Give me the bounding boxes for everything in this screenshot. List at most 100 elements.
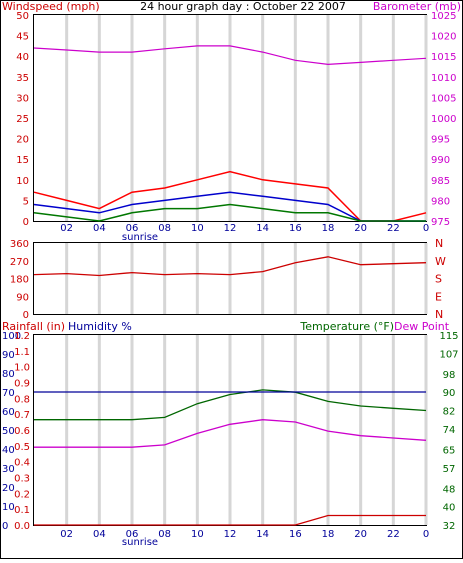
x-tick-label: 10 [191,529,204,540]
wind-grid [65,15,428,221]
temp-tick-label: 90 [443,388,456,399]
x-tick-label: 16 [289,529,302,540]
compass-tick-label: S [435,273,442,286]
direction-grid [65,243,428,314]
windspeed-label: Windspeed (mph) [2,0,100,13]
direction-series [33,256,427,277]
temp-grid [65,335,428,525]
rain-tick-label: 0.9 [14,379,30,390]
baro-tick-label: 980 [431,196,450,207]
baro-tick-label: 1005 [431,93,456,104]
temp-tick-label: 40 [443,503,456,514]
x-tick-label: 16 [289,223,302,234]
rain-tick-label: 0.4 [14,458,30,469]
direction-tick-label: 90 [16,292,29,303]
humidity-tick-label: 40 [2,445,15,456]
humidity-tick-label: 70 [2,388,15,399]
rain-tick-label: 0.1 [14,505,30,516]
x-tick-label: 06 [126,529,139,540]
direction-degree-axis: 0 90 180 270 360 [10,239,29,321]
x-tick-label: 04 [93,223,106,234]
rainfall-label: Rainfall (in) [2,320,65,333]
temp-tick-label: 48 [443,484,456,495]
rain-tick-label: 1.1 [14,347,30,358]
baro-tick-label: 995 [431,135,450,146]
compass-tick-label: N [435,308,443,321]
humidity-tick-label: 20 [2,483,15,494]
humidity-tick-label: 0 [2,521,8,532]
temp-tick-label: 57 [443,464,456,475]
temp-tick-label: 107 [439,349,458,360]
wind-tick-label: 50 [16,11,29,22]
series-line-0 [33,45,427,66]
x-tick-label: 14 [256,529,269,540]
wind-x-axis: 02 04 06 08 10 12 14 16 18 20 22 0 [60,223,429,234]
baro-tick-label: 990 [431,155,450,166]
temp-tick-label: 82 [443,407,456,418]
humidity-tick-label: 30 [2,464,15,475]
x-tick-label: 22 [387,529,400,540]
rain-tick-label: 0.8 [14,394,30,405]
sunrise-label-2: sunrise [122,537,158,548]
x-tick-label: 12 [224,223,237,234]
compass-tick-label: N [435,237,443,250]
x-tick-label: 10 [191,223,204,234]
wind-tick-label: 30 [16,93,29,104]
baro-tick-label: 1010 [431,73,456,84]
x-tick-label: 08 [158,223,171,234]
baro-tick-label: 985 [431,176,450,187]
rain-tick-label: 0.3 [14,474,30,485]
temp-tick-label: 65 [443,445,456,456]
rain-tick-label: 0.6 [14,426,30,437]
direction-tick-label: 0 [23,310,29,321]
compass-tick-label: E [435,290,442,303]
wind-tick-label: 10 [16,176,29,187]
direction-tick-label: 360 [10,239,29,250]
rain-tick-label: 0.5 [14,442,30,453]
rain-tick-label: 1.2 [14,331,30,342]
temperature-axis: 32 40 48 57 65 74 82 90 98 107 115 [439,331,458,532]
direction-tick-label: 180 [10,275,29,286]
temp-x-axis: 02 04 06 08 10 12 14 16 18 20 22 0 [60,529,429,540]
temperature-label: Temperature (°F) [299,320,394,333]
sunrise-label-1: sunrise [122,232,158,243]
rain-tick-label: 0.0 [14,521,30,532]
dewpoint-label: Dew Point [394,320,450,333]
x-tick-label: 20 [354,529,367,540]
x-tick-label: 06 [126,223,139,234]
barometer-axis: 975 980 985 990 995 1000 1005 1010 1015 1020 1025 [431,11,456,228]
wind-barometer-series [33,45,427,222]
x-tick-label: 14 [256,223,269,234]
rain-humidity-axis: 0 10 20 30 40 50 60 70 80 90 100 0.0 0.1 0.2 0.3 0.4 0.5… [2,331,30,532]
wind-tick-label: 35 [16,73,29,84]
x-tick-label: 22 [387,223,400,234]
series-line-3 [33,203,426,222]
temp-tick-label: 74 [443,425,456,436]
series-line-0 [34,389,427,421]
series-line-1 [34,419,427,448]
barometer-label: Barometer (mb) [373,0,461,13]
x-tick-label: 02 [60,529,73,540]
graph-title: 24 hour graph day : October 22 2007 [140,0,346,13]
compass-tick-label: W [435,255,446,268]
baro-tick-label: 975 [431,217,450,228]
series-line-3 [34,514,426,526]
temp-tick-label: 98 [443,370,456,381]
wind-tick-label: 20 [16,135,29,146]
rain-tick-label: 0.7 [14,410,30,421]
x-tick-label: 12 [224,529,237,540]
wind-tick-label: 45 [16,32,29,43]
windspeed-axis: 0 5 10 15 20 25 30 35 40 45 50 [16,11,29,228]
wind-tick-label: 0 [23,217,29,228]
x-tick-label: 18 [322,223,335,234]
humidity-tick-label: 80 [2,369,15,380]
wind-tick-label: 15 [16,155,29,166]
wind-tick-label: 5 [23,196,29,207]
wind-tick-label: 40 [16,52,29,63]
humidity-label: Humidity % [68,320,132,333]
baro-tick-label: 1015 [431,52,456,63]
direction-tick-label: 270 [10,257,29,268]
